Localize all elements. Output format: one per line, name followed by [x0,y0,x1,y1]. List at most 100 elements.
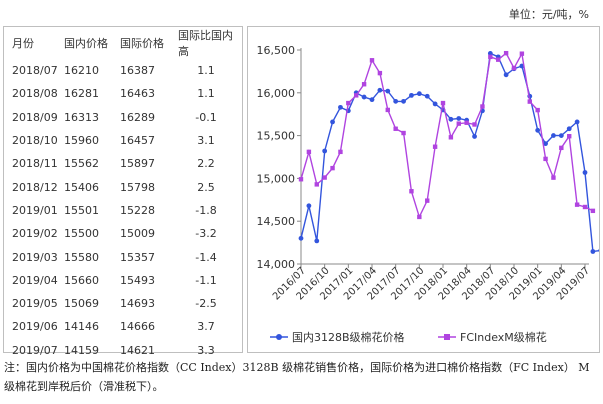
table-row: 2018/08 16281 16463 1.1 [4,82,242,105]
table-row: 2018/10 15960 16457 3.1 [4,129,242,152]
cell-domestic-price: 15500 [64,227,99,241]
domestic-price-point [393,98,399,104]
international-price-point [535,107,540,113]
international-price-point [306,149,312,155]
international-price-point [330,165,335,171]
cell-international-price: 15897 [120,157,155,171]
domestic-price-point [566,126,572,132]
y-tick-label: 14,500 [257,215,296,228]
cell-difference: 1.1 [197,87,215,101]
international-price-point [361,82,367,87]
cell-international-price: 16463 [120,87,155,101]
domestic-price-point [314,238,320,244]
price-table-panel: 月份 国内价格 国际价格 国际比国内高 2018/07 16210 16387 1.1… [3,26,243,357]
international-price-point [551,175,556,180]
domestic-price-point [535,127,541,133]
international-price-point [417,214,422,220]
cell-international-price: 15357 [120,250,155,264]
international-price-point [456,121,461,126]
domestic-price-point [543,141,548,147]
domestic-price-point [424,93,430,99]
domestic-price-point [472,134,477,139]
cell-international-price: 14621 [120,343,155,357]
international-price-point [590,208,596,214]
y-tick-label: 14,000 [257,258,296,271]
domestic-price-point [582,170,588,175]
international-price-point [298,177,304,182]
cell-month: 2018/09 [12,110,58,124]
table-row: 2018/09 16313 16289 -0.1 [4,106,242,129]
cell-international-price: 16387 [120,64,155,78]
cell-difference: -1.8 [195,203,217,217]
cell-difference: 1.1 [197,64,215,78]
cell-month: 2019/01 [12,203,58,217]
legend-domestic-marker [276,334,282,340]
domestic-price-point [401,98,406,104]
price-table: 月份 国内价格 国际价格 国际比国内高 2018/07 16210 16387 1.1… [4,27,242,362]
cell-month: 2018/11 [12,157,58,171]
international-price-point [338,149,343,155]
domestic-price-point [385,88,391,94]
table-row: 2019/07 14159 14621 3.3 [4,339,242,362]
table-row: 2018/12 15406 15798 2.5 [4,175,242,198]
cell-month: 2019/07 [12,343,58,357]
domestic-price-point [590,249,596,254]
legend-international-label: FCIndexM级棉花 [460,330,547,344]
international-price-point [472,122,477,127]
footnote: 注：国内价格为中国棉花价格指数（CC Index）3128B 级棉花销售价格，国… [4,361,590,393]
cell-international-price: 16289 [120,110,155,124]
cell-international-price: 15798 [120,180,155,194]
cell-international-price: 15228 [120,203,155,217]
cell-domestic-price: 15580 [64,250,99,264]
y-tick-label: 15,500 [257,130,296,143]
table-row: 2019/01 15501 15228 -1.8 [4,199,242,222]
table-row: 2018/11 15562 15897 2.2 [4,152,242,175]
international-price-point [567,133,572,139]
international-price-point [354,93,359,98]
domestic-price-point [598,247,603,253]
domestic-price-point [448,116,454,122]
cell-month: 2019/04 [12,273,58,287]
cell-domestic-price: 15960 [64,134,99,148]
domestic-price-point [409,92,414,98]
header-domestic-price: 国内价格 [64,37,108,50]
international-price-point [574,202,580,207]
domestic-price-point [456,116,462,121]
cell-domestic-price: 15069 [64,297,99,311]
domestic-price-point [558,133,564,138]
cell-international-price: 15493 [120,273,155,287]
international-price-point [496,57,501,62]
cell-international-price: 16457 [120,134,155,148]
cell-domestic-price: 16313 [64,110,99,124]
cell-domestic-price: 14159 [64,343,99,357]
table-row: 2019/04 15660 15493 -1.1 [4,269,242,292]
international-price-point [448,135,454,140]
domestic-price-point [503,72,509,78]
domestic-price-point [416,91,422,97]
domestic-price-point [574,119,580,125]
international-price-point [559,145,564,151]
cell-domestic-price: 14146 [64,320,99,334]
cell-difference: 3.3 [197,343,215,357]
international-price-point [464,120,469,125]
international-price-point [488,54,493,60]
table-row: 2019/06 14146 14666 3.7 [4,315,242,338]
international-price-point [440,100,446,106]
cell-international-price: 15009 [120,227,155,241]
table-row: 2019/03 15580 15357 -1.4 [4,245,242,268]
international-price-point [503,50,509,56]
legend-domestic-label: 国内3128B级棉花价格 [292,330,405,344]
domestic-price-point [432,101,438,107]
cell-difference: -2.5 [195,297,217,311]
international-price-point [432,144,438,149]
header-month: 月份 [12,37,34,50]
cell-difference: 2.5 [197,180,215,194]
cell-month: 2018/10 [12,134,58,148]
y-tick-label: 16,500 [257,44,296,57]
cell-month: 2019/03 [12,250,58,264]
cell-international-price: 14666 [120,320,155,334]
cell-domestic-price: 15660 [64,273,99,287]
international-price-point [401,130,406,136]
domestic-price-point [338,104,343,110]
domestic-price-point [361,94,367,100]
